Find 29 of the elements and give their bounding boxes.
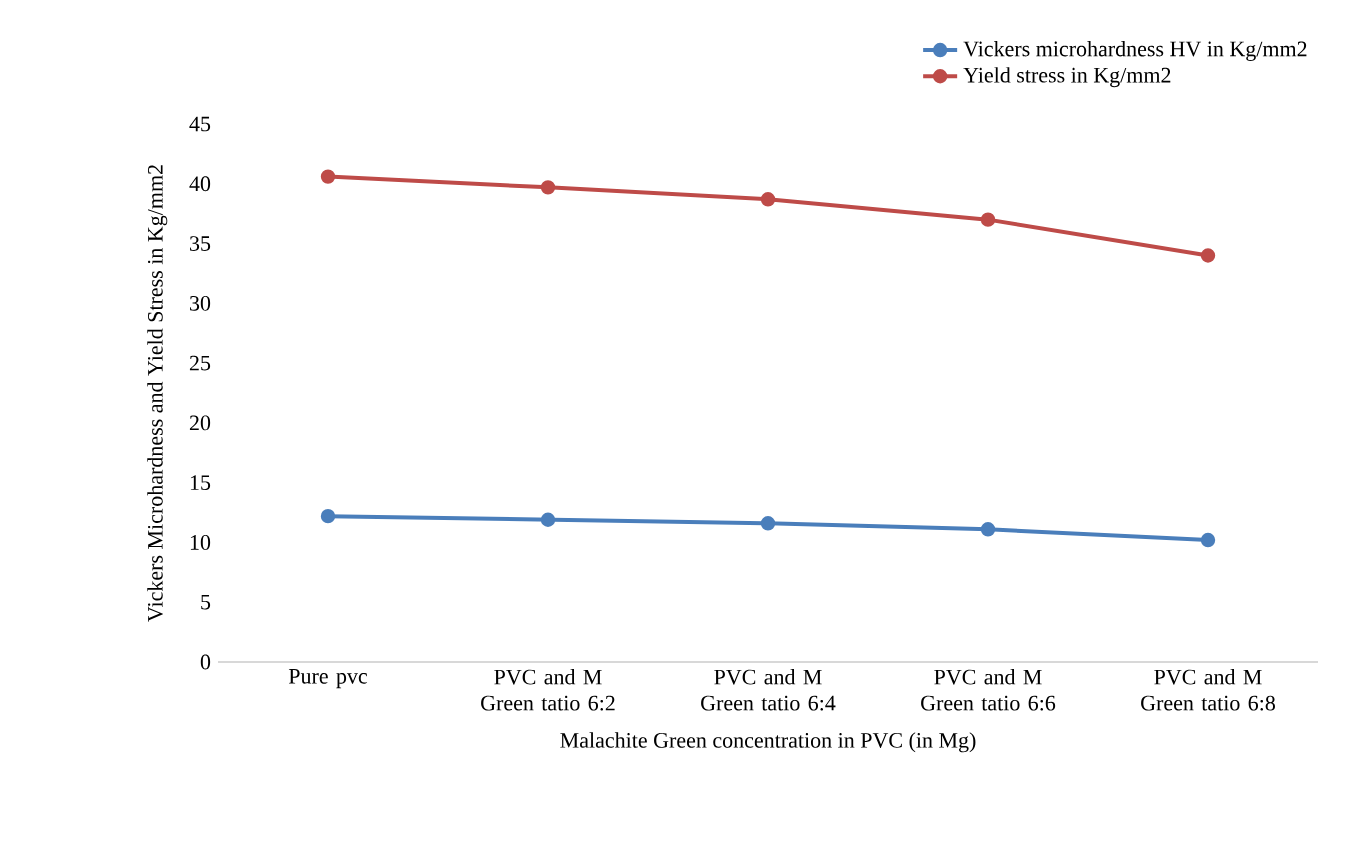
y-tick-label: 5	[201, 594, 211, 610]
y-tick-label: 45	[189, 116, 211, 132]
x-tick-label: PVC and M Green tatio 6:8	[1141, 669, 1275, 711]
x-axis-title: Malachite Green concentration in PVC (in Mg)	[560, 732, 976, 753]
x-tick-label: PVC and M Green tatio 6:2	[481, 669, 615, 711]
point	[980, 522, 996, 537]
y-axis-title: Vickers Microhardness and Yield Stress in Kg/mm2	[147, 165, 168, 622]
point	[1200, 248, 1216, 263]
y-tick-label: 30	[190, 295, 211, 311]
legend-label: Yield stress in Kg/mm2	[963, 67, 1171, 88]
x-tick-label: Pure pvc	[288, 669, 368, 689]
y-tick-label: 15	[190, 475, 211, 491]
legend-label: Vickers microhardness HV in Kg/mm2	[963, 40, 1307, 61]
y-tick-label: 35	[190, 236, 211, 251]
y-tick-label: 25	[189, 355, 211, 371]
y-tick-label: 0	[200, 654, 211, 670]
point	[540, 180, 556, 195]
y-tick-label: 40	[189, 176, 211, 192]
point	[760, 516, 776, 531]
point	[540, 512, 556, 527]
point	[320, 508, 336, 524]
point	[980, 212, 996, 227]
x-tick-label: PVC and M Green tatio 6:4	[701, 669, 836, 711]
point	[320, 169, 336, 184]
point	[760, 192, 776, 207]
y-tick-label: 10	[190, 535, 211, 550]
y-tick-label: 20	[189, 415, 211, 431]
point	[1200, 532, 1216, 548]
x-tick-label: PVC and M Green tatio 6:6	[921, 669, 1056, 711]
